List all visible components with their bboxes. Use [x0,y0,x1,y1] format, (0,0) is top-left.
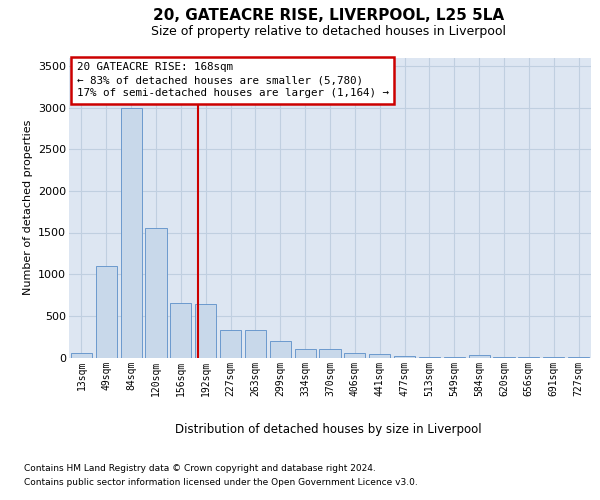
Bar [319,350,341,358]
Bar [419,357,440,358]
Bar [369,354,390,358]
Bar [394,356,415,358]
Text: Contains public sector information licensed under the Open Government Licence v3: Contains public sector information licen… [24,478,418,487]
Bar [270,341,291,357]
Bar [121,108,142,358]
Bar [170,304,191,358]
Text: Distribution of detached houses by size in Liverpool: Distribution of detached houses by size … [175,422,482,436]
Text: 20 GATEACRE RISE: 168sqm
← 83% of detached houses are smaller (5,780)
17% of sem: 20 GATEACRE RISE: 168sqm ← 83% of detach… [77,62,389,98]
Bar [245,330,266,357]
Bar [195,304,216,358]
Bar [295,348,316,358]
Bar [469,355,490,358]
Bar [145,228,167,358]
Bar [220,330,241,357]
Bar [71,354,92,358]
Bar [444,357,465,358]
Y-axis label: Number of detached properties: Number of detached properties [23,120,32,295]
Bar [344,353,365,358]
Text: Size of property relative to detached houses in Liverpool: Size of property relative to detached ho… [151,25,506,38]
Bar [96,266,117,358]
Text: 20, GATEACRE RISE, LIVERPOOL, L25 5LA: 20, GATEACRE RISE, LIVERPOOL, L25 5LA [153,8,505,22]
Text: Contains HM Land Registry data © Crown copyright and database right 2024.: Contains HM Land Registry data © Crown c… [24,464,376,473]
